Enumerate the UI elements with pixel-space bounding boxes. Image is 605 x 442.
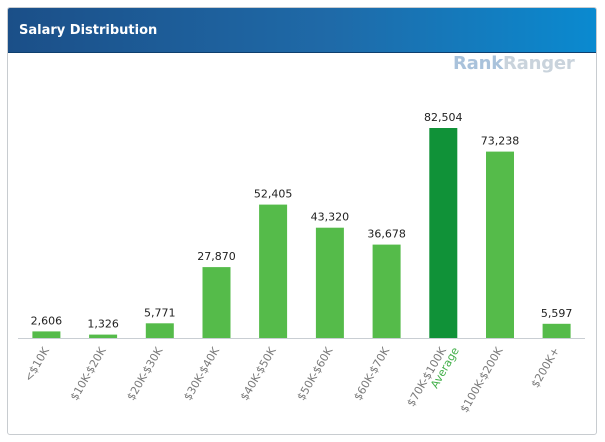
x-tick-label-9: $200K+ [529,345,562,390]
x-tick-label-8: $100K-$200K [458,344,506,415]
x-tick-label-1: $10K-$20K [68,344,109,402]
logo-part-ranger: Ranger [503,53,575,74]
value-label-5: 43,320 [311,211,350,224]
x-tick-label-6: $60K-$70K [351,344,392,402]
value-label-4: 52,405 [254,188,293,201]
bar-8 [486,151,514,338]
bar-2 [145,323,174,338]
value-label-6: 36,678 [367,228,406,241]
x-tick-label-3: $30K-$40K [181,344,222,402]
bar-0 [32,331,61,338]
bar-1 [89,334,118,338]
value-label-8: 73,238 [481,135,520,148]
rankranger-logo: RankRanger [453,53,575,74]
value-label-9: 5,597 [541,307,573,320]
x-tick-label-2: $20K-$30K [125,344,166,402]
card-title: Salary Distribution [8,8,596,53]
x-tick-label-4: $40K-$50K [238,344,279,402]
bar-9 [542,323,571,338]
bar-4 [259,204,288,338]
value-label-1: 1,326 [87,318,119,331]
value-label-0: 2,606 [31,314,63,327]
x-tick-label-5: $50K-$60K [295,344,336,402]
x-tick-label-0: <$10K [22,344,52,384]
value-label-7: 82,504 [424,111,463,124]
logo-part-rank: Rank [453,53,503,74]
value-label-3: 27,870 [197,250,236,263]
bar-7 [429,128,458,338]
bar-6 [372,244,401,338]
bar-3 [202,267,231,338]
bar-5 [315,227,344,338]
value-label-2: 5,771 [144,306,176,319]
